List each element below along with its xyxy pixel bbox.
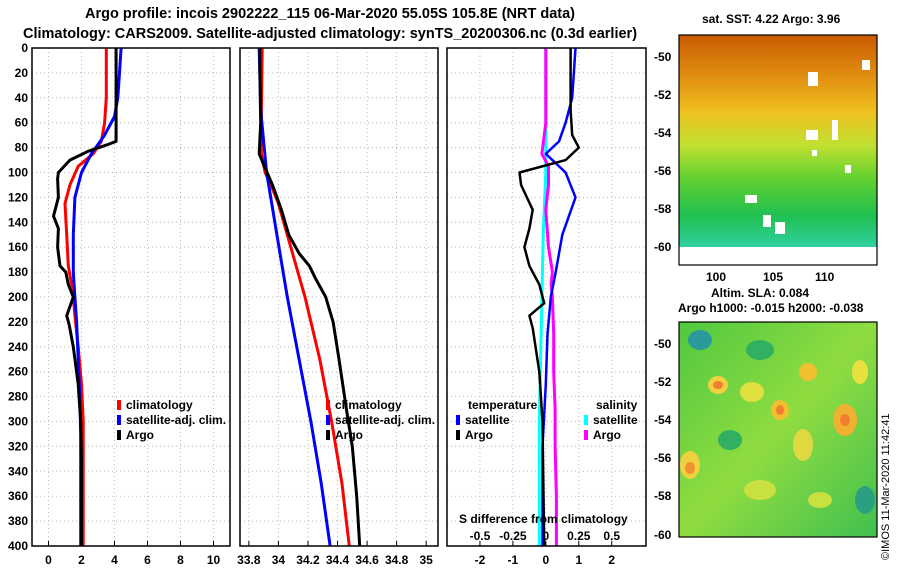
diff-temp-series-argo <box>518 48 581 546</box>
depth-tick-label: 120 <box>8 190 28 204</box>
imos-credit: ©IMOS 11-Mar-2020 11:42:41 <box>880 413 892 561</box>
line-layer <box>52 48 581 546</box>
depth-tick-label: 0 <box>21 41 28 55</box>
diff-sal-tick-label: -0.5 <box>470 529 491 543</box>
diff-sal-series-argo <box>540 48 558 546</box>
depth-tick-label: 200 <box>8 290 28 304</box>
legend-title: temperature <box>468 398 538 412</box>
temp-tick-label: 10 <box>207 553 221 567</box>
legend-item-climatology: climatology <box>326 398 435 413</box>
sal-tick-label: 34.8 <box>385 553 409 567</box>
depth-tick-label: 40 <box>15 91 29 105</box>
panel-salinity-frame <box>239 47 439 547</box>
depth-tick-label: 380 <box>8 514 28 528</box>
legend-item-climatology: climatology <box>117 398 226 413</box>
map-sla-title2: Argo h1000: -0.015 h2000: -0.038 <box>678 301 864 315</box>
map-sst-title: sat. SST: 4.22 Argo: 3.96 <box>702 12 841 26</box>
sal-tick-label: 33.8 <box>237 553 261 567</box>
axis-layer: 0204060801001201401601802002202402602803… <box>8 41 620 567</box>
grid-layer <box>32 47 646 547</box>
legend-item-argo: Argo <box>584 428 638 443</box>
diff-sal-tick-label: 0 <box>542 529 549 543</box>
diff-tick-label: -2 <box>475 553 486 567</box>
legend-item-satellite: satellite <box>456 413 537 428</box>
diff-tick-label: -1 <box>508 553 519 567</box>
sal-series-satelliteadj <box>257 48 332 546</box>
sal-tick-label: 34.2 <box>296 553 320 567</box>
depth-tick-label: 260 <box>8 365 28 379</box>
depth-tick-label: 340 <box>8 464 28 478</box>
sal-tick-label: 34.6 <box>355 553 379 567</box>
legend-item-argo: Argo <box>456 428 537 443</box>
temp-tick-label: 6 <box>144 553 151 567</box>
panel-temperature-frame <box>31 47 231 547</box>
depth-tick-label: 20 <box>15 66 29 80</box>
legend-salinity-panel: climatology satellite-adj. clim. Argo <box>326 398 435 443</box>
temp-tick-label: 4 <box>111 553 118 567</box>
legend-temperature-panel: climatology satellite-adj. clim. Argo <box>117 398 226 443</box>
depth-tick-label: 180 <box>8 265 28 279</box>
depth-tick-label: 100 <box>8 166 28 180</box>
legend-item-satellite: satellite-adj. clim. <box>117 413 226 428</box>
diff-temp-series-satellite <box>541 48 577 546</box>
depth-tick-label: 220 <box>8 315 28 329</box>
diff-tick-label: 0 <box>542 553 549 567</box>
legend-item-argo: Argo <box>117 428 226 443</box>
depth-tick-label: 60 <box>15 116 29 130</box>
difference-xlabel: S difference from climatology <box>459 512 628 526</box>
chart-title-line2: Climatology: CARS2009. Satellite-adjuste… <box>22 26 638 42</box>
diff-tick-label: 1 <box>575 553 582 567</box>
depth-tick-label: 80 <box>15 141 29 155</box>
temp-tick-label: 2 <box>78 553 85 567</box>
depth-tick-label: 240 <box>8 340 28 354</box>
sal-tick-label: 34.4 <box>326 553 350 567</box>
sal-tick-label: 35 <box>419 553 433 567</box>
depth-tick-label: 160 <box>8 240 28 254</box>
legend-item-satellite: satellite <box>584 413 638 428</box>
legend-title: salinity <box>596 398 638 412</box>
depth-tick-label: 320 <box>8 439 28 453</box>
diff-sal-tick-label: 0.25 <box>567 529 591 543</box>
diff-sal-tick-label: 0.5 <box>603 529 620 543</box>
diff-sal-tick-label: -0.25 <box>499 529 527 543</box>
map-sla-title1: Altim. SLA: 0.084 <box>711 286 810 300</box>
diff-tick-label: 2 <box>608 553 615 567</box>
depth-tick-label: 400 <box>8 539 28 553</box>
temp-tick-label: 8 <box>177 553 184 567</box>
depth-tick-label: 300 <box>8 415 28 429</box>
legend-item-satellite: satellite-adj. clim. <box>326 413 435 428</box>
sal-series-argo <box>257 48 362 546</box>
temp-tick-label: 0 <box>45 553 52 567</box>
legend-difference-temperature: temperature satellite Argo <box>456 398 537 443</box>
depth-tick-label: 360 <box>8 489 28 503</box>
depth-tick-label: 280 <box>8 390 28 404</box>
legend-item-argo: Argo <box>326 428 435 443</box>
temp-series-argo <box>52 48 118 546</box>
sal-tick-label: 34 <box>272 553 286 567</box>
panel-difference-frame <box>446 47 647 547</box>
chart-title-line1: Argo profile: incois 2902222_115 06-Mar-… <box>84 6 575 22</box>
legend-difference-salinity: salinity satellite Argo <box>584 398 638 443</box>
depth-tick-label: 140 <box>8 215 28 229</box>
